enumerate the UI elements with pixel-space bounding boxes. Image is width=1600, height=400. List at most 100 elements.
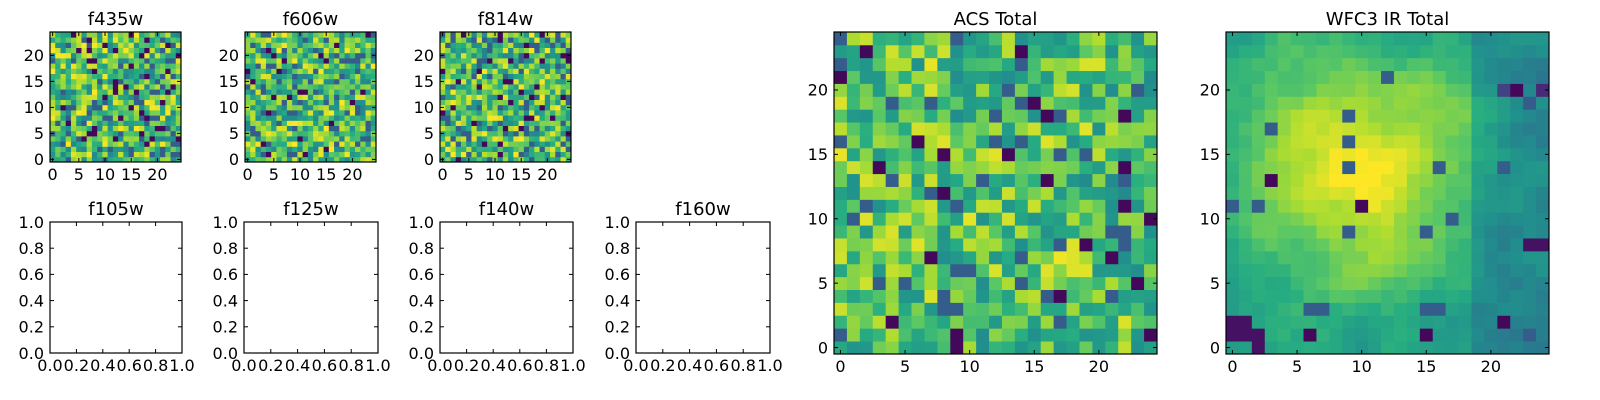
heatmap-cell <box>1040 250 1055 265</box>
heatmap-cell <box>81 156 88 163</box>
heatmap-cell <box>1027 96 1042 110</box>
heatmap-cell <box>102 89 109 95</box>
y-tick-label: 0.8 <box>19 239 44 258</box>
heatmap-cell <box>440 141 446 147</box>
heatmap-cell <box>360 110 366 116</box>
heatmap-cell <box>1053 109 1067 123</box>
heatmap-cell <box>118 42 124 48</box>
heatmap-cell <box>313 110 319 116</box>
heatmap-cell <box>872 315 887 329</box>
heatmap-cell <box>445 94 451 100</box>
heatmap-cell <box>313 99 319 106</box>
heatmap-cell <box>872 263 887 278</box>
heatmap-cell <box>344 136 351 142</box>
heatmap-cell <box>260 84 267 90</box>
heatmap-cell <box>1523 238 1537 252</box>
heatmap-cell <box>1238 263 1253 278</box>
heatmap-cell <box>118 84 124 90</box>
heatmap-cell <box>924 32 938 46</box>
heatmap-cell <box>1014 263 1029 278</box>
heatmap-cell <box>349 63 356 69</box>
heatmap-cell <box>328 58 335 64</box>
heatmap-cell <box>1303 225 1317 239</box>
heatmap-cell <box>989 57 1003 72</box>
heatmap-cell <box>950 328 964 342</box>
heatmap-cell <box>271 68 277 74</box>
heatmap-cell <box>487 156 493 163</box>
heatmap-cell <box>102 94 109 100</box>
heatmap-cell <box>544 52 551 59</box>
heatmap-cell <box>292 141 298 147</box>
y-tick-label: 0.2 <box>213 318 238 337</box>
heatmap-cell <box>107 84 114 90</box>
heatmap-cell <box>1053 83 1067 97</box>
heatmap-cell <box>924 135 938 149</box>
x-tick-label: 15 <box>121 165 141 184</box>
heatmap-cell <box>297 115 304 121</box>
heatmap-cell <box>560 146 567 152</box>
heatmap-cell <box>476 146 483 152</box>
heatmap-cell <box>834 302 848 316</box>
heatmap-cell <box>565 120 572 126</box>
heatmap-cell <box>963 70 977 84</box>
heatmap-cell <box>1393 263 1408 278</box>
heatmap-cell <box>1445 238 1459 252</box>
heatmap-cell <box>339 110 345 116</box>
heatmap-cell <box>1316 186 1330 200</box>
heatmap-cell <box>885 289 899 303</box>
heatmap-cell <box>318 99 324 106</box>
heatmap-cell <box>76 141 82 147</box>
heatmap-cell <box>144 115 150 121</box>
heatmap-cell <box>339 73 345 80</box>
heatmap-cell <box>565 99 572 106</box>
heatmap-cell <box>544 73 551 80</box>
heatmap-cell <box>1264 250 1279 265</box>
heatmap-cell <box>339 52 345 59</box>
heatmap-cell <box>560 63 567 69</box>
heatmap-cell <box>118 151 124 158</box>
heatmap-cell <box>344 32 351 38</box>
heatmap-cell <box>292 68 298 74</box>
heatmap-cell <box>50 89 56 95</box>
heatmap-cell <box>481 89 488 95</box>
heatmap-cell <box>360 84 366 90</box>
heatmap-cell <box>1290 160 1304 175</box>
heatmap-cell <box>550 94 556 100</box>
heatmap-cell <box>133 32 140 38</box>
heatmap-cell <box>1419 44 1434 59</box>
heatmap-cell <box>859 109 874 123</box>
heatmap-cell <box>859 212 874 226</box>
heatmap-cell <box>76 68 82 74</box>
heatmap-cell <box>271 110 277 116</box>
heatmap-cell <box>175 89 182 95</box>
heatmap-cell <box>1105 250 1119 265</box>
heatmap-cell <box>55 115 61 121</box>
heatmap-cell <box>846 186 861 200</box>
heatmap-cell <box>355 89 361 95</box>
y-tick-label: 5 <box>818 274 828 293</box>
heatmap-cell <box>355 125 361 132</box>
heatmap-cell <box>170 141 177 147</box>
heatmap-cell <box>1014 147 1029 162</box>
heatmap-cell <box>50 115 56 121</box>
heatmap-cell <box>318 89 324 95</box>
heatmap-cell <box>265 78 272 85</box>
heatmap-cell <box>307 146 314 152</box>
heatmap-cell <box>497 110 504 116</box>
heatmap-cell <box>924 83 938 97</box>
heatmap-cell <box>460 104 467 111</box>
heatmap-cell <box>1092 109 1106 123</box>
heatmap-cell <box>144 63 150 69</box>
heatmap-cell <box>1277 225 1291 239</box>
heatmap-cell <box>1092 147 1106 162</box>
heatmap-cell <box>898 57 912 72</box>
heatmap-cell <box>255 120 262 126</box>
heatmap-cell <box>937 96 951 110</box>
heatmap-cell <box>492 115 499 121</box>
heatmap-cell <box>1092 186 1106 200</box>
heatmap-cell <box>539 78 546 85</box>
heatmap-cell <box>60 32 67 38</box>
heatmap-cell <box>260 125 267 132</box>
heatmap-cell <box>1471 263 1485 278</box>
heatmap-cell <box>1277 135 1291 149</box>
